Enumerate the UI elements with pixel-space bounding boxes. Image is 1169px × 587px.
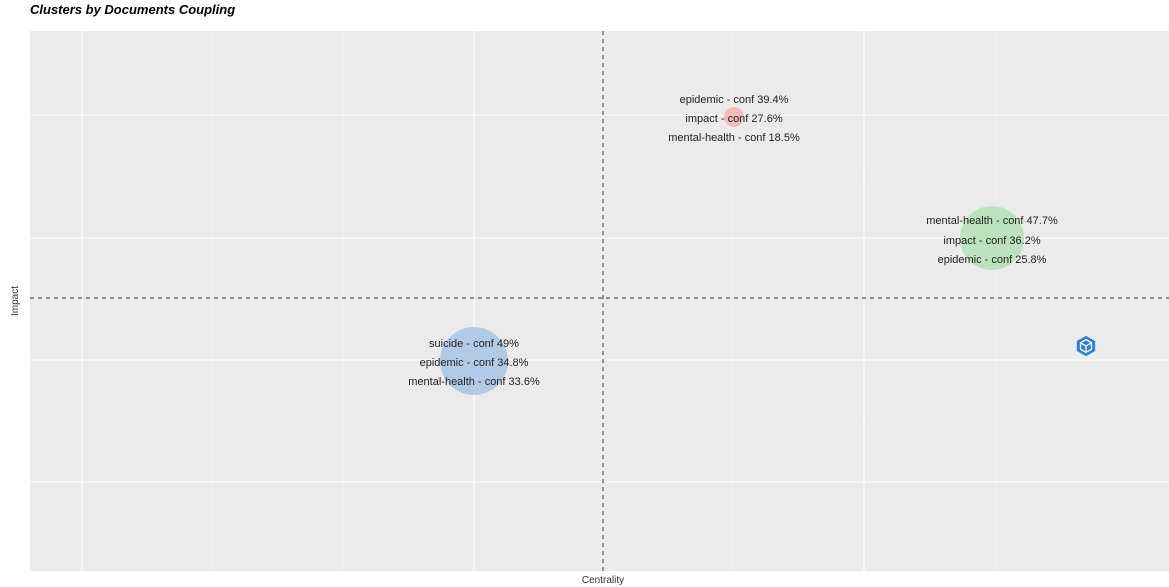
cluster-labels: epidemic - conf 39.4% impact - conf 27.6%…: [408, 94, 1058, 388]
cluster-label: suicide - conf 49%: [429, 338, 519, 350]
cluster-label: mental-health - conf 47.7%: [926, 215, 1058, 227]
cluster-label: epidemic - conf 34.8%: [420, 357, 529, 369]
cluster-label: impact - conf 36.2%: [943, 235, 1040, 247]
y-axis-label: Impact: [10, 286, 21, 316]
cluster-label: impact - conf 27.6%: [685, 113, 782, 125]
cluster-label: mental-health - conf 18.5%: [668, 132, 800, 144]
cluster-bubble[interactable]: [960, 206, 1024, 270]
cluster-label: epidemic - conf 39.4%: [680, 94, 789, 106]
cluster-bubble[interactable]: [440, 327, 508, 395]
cluster-bubble[interactable]: [724, 107, 744, 127]
cluster-bubbles: [440, 107, 1024, 395]
x-axis-label: Centrality: [582, 575, 624, 586]
grid-lines: [30, 31, 1169, 571]
chart-title: Clusters by Documents Coupling: [30, 2, 236, 17]
plot-panel: [30, 31, 1169, 571]
cluster-label: epidemic - conf 25.8%: [938, 254, 1047, 266]
hexagon-cube-icon[interactable]: [1075, 335, 1097, 357]
cluster-label: mental-health - conf 33.6%: [408, 376, 540, 388]
